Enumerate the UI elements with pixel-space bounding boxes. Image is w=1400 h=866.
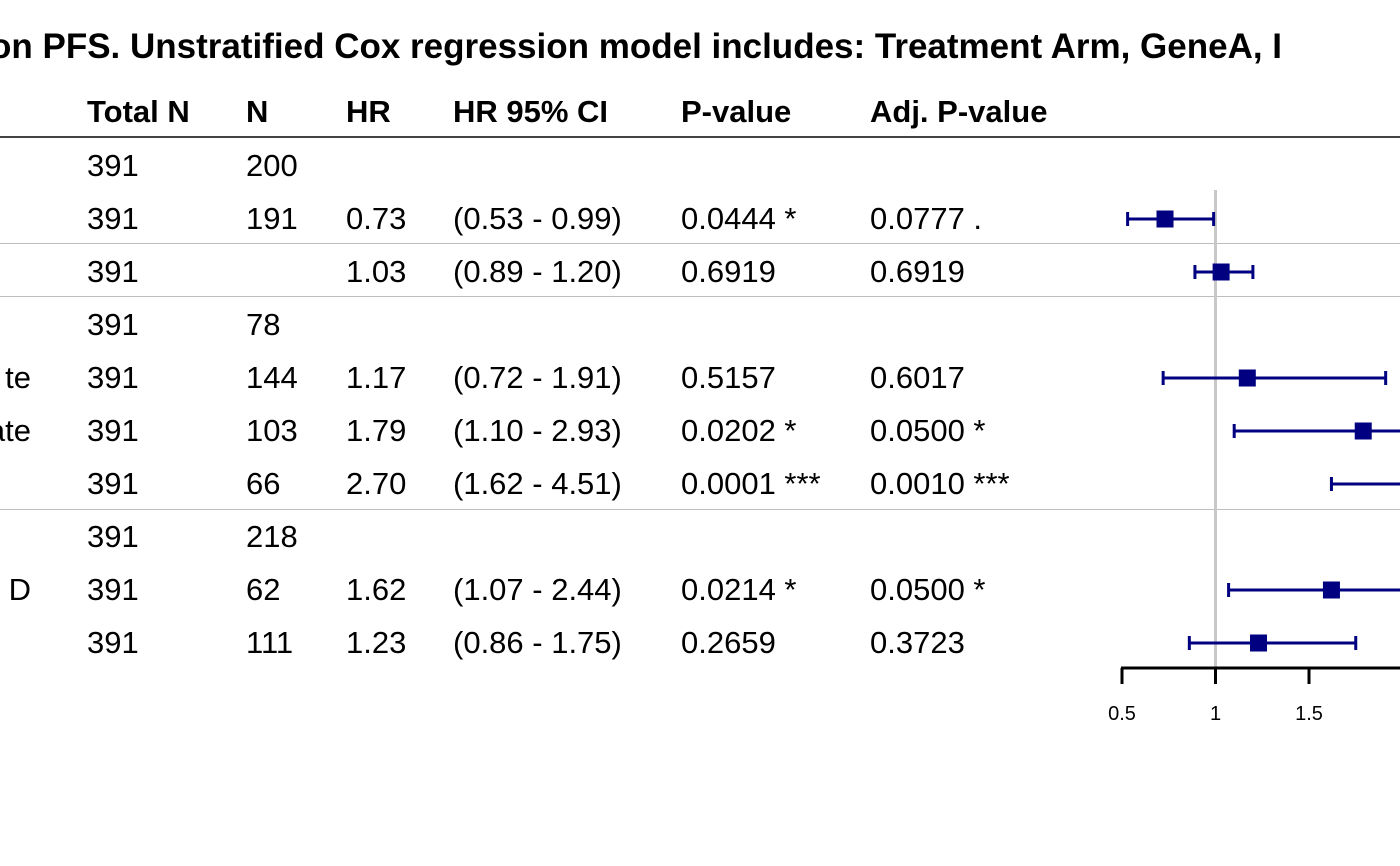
header-divider [0, 136, 1400, 138]
cell-n: 66 [246, 466, 281, 501]
row-label: ate [0, 413, 31, 448]
cell-pvalue: 0.0214 * [681, 572, 797, 607]
cell-hr: 1.62 [346, 572, 407, 607]
cell-ci: (1.62 - 4.51) [453, 466, 622, 501]
cell-total-n: 391 [87, 519, 139, 554]
hr-point-marker [1156, 210, 1174, 228]
cell-n: 200 [246, 148, 298, 183]
cell-hr: 1.79 [346, 413, 407, 448]
cell-ci: (1.10 - 2.93) [453, 413, 622, 448]
group-divider [0, 243, 1400, 244]
cell-n: 78 [246, 307, 281, 342]
cell-total-n: 391 [87, 360, 139, 395]
cell-hr: 1.03 [346, 254, 407, 289]
cell-adj-pvalue: 0.0777 . [870, 201, 983, 236]
cell-adj-pvalue: 0.6919 [870, 254, 965, 289]
group-divider [0, 509, 1400, 510]
column-header-hr: HR [346, 94, 391, 129]
x-tick-label: 1.5 [1295, 703, 1323, 725]
cell-adj-pvalue: 0.0010 *** [870, 466, 1010, 501]
cell-pvalue: 0.2659 [681, 625, 776, 660]
cell-ci: (0.86 - 1.75) [453, 625, 622, 660]
hr-point-marker [1250, 634, 1268, 652]
cell-adj-pvalue: 0.3723 [870, 625, 965, 660]
cell-ci: (0.72 - 1.91) [453, 360, 622, 395]
cell-hr: 1.23 [346, 625, 407, 660]
column-header-total-n: Total N [87, 94, 190, 129]
cell-pvalue: 0.0202 * [681, 413, 797, 448]
cell-n: 103 [246, 413, 298, 448]
cell-n: 144 [246, 360, 298, 395]
hr-point-marker [1354, 422, 1372, 440]
cell-total-n: 391 [87, 307, 139, 342]
cell-hr: 2.70 [346, 466, 407, 501]
cell-pvalue: 0.0001 *** [681, 466, 821, 501]
cell-adj-pvalue: 0.0500 * [870, 572, 986, 607]
cell-total-n: 391 [87, 413, 139, 448]
cell-pvalue: 0.6919 [681, 254, 776, 289]
cell-total-n: 391 [87, 201, 139, 236]
cell-ci: (1.07 - 2.44) [453, 572, 622, 607]
cell-hr: 1.17 [346, 360, 407, 395]
hr-point-marker [1238, 369, 1256, 387]
group-divider [0, 296, 1400, 297]
cell-total-n: 391 [87, 254, 139, 289]
column-header-pvalue: P-value [681, 94, 792, 129]
cell-n: 62 [246, 572, 281, 607]
cell-n: 218 [246, 519, 298, 554]
column-header-adj-pvalue: Adj. P-value [870, 94, 1048, 129]
row-label: te [5, 360, 31, 395]
cell-pvalue: 0.5157 [681, 360, 776, 395]
cell-pvalue: 0.0444 * [681, 201, 797, 236]
cell-total-n: 391 [87, 625, 139, 660]
cell-adj-pvalue: 0.6017 [870, 360, 965, 395]
column-header-n: N [246, 94, 269, 129]
row-label: D [8, 572, 31, 607]
chart-title: on PFS. Unstratified Cox regression mode… [0, 27, 1283, 66]
cell-ci: (0.53 - 0.99) [453, 201, 622, 236]
column-header-hr-ci: HR 95% CI [453, 94, 609, 129]
cell-total-n: 391 [87, 466, 139, 501]
x-tick-label: 1 [1210, 703, 1221, 725]
cell-hr: 0.73 [346, 201, 407, 236]
cell-n: 111 [246, 625, 294, 660]
cell-total-n: 391 [87, 148, 139, 183]
x-tick-label: 0.5 [1108, 703, 1136, 725]
hr-point-marker [1322, 581, 1340, 599]
cell-total-n: 391 [87, 572, 139, 607]
cell-n: 191 [246, 201, 298, 236]
cell-ci: (0.89 - 1.20) [453, 254, 622, 289]
hr-point-marker [1212, 263, 1230, 281]
cell-adj-pvalue: 0.0500 * [870, 413, 986, 448]
